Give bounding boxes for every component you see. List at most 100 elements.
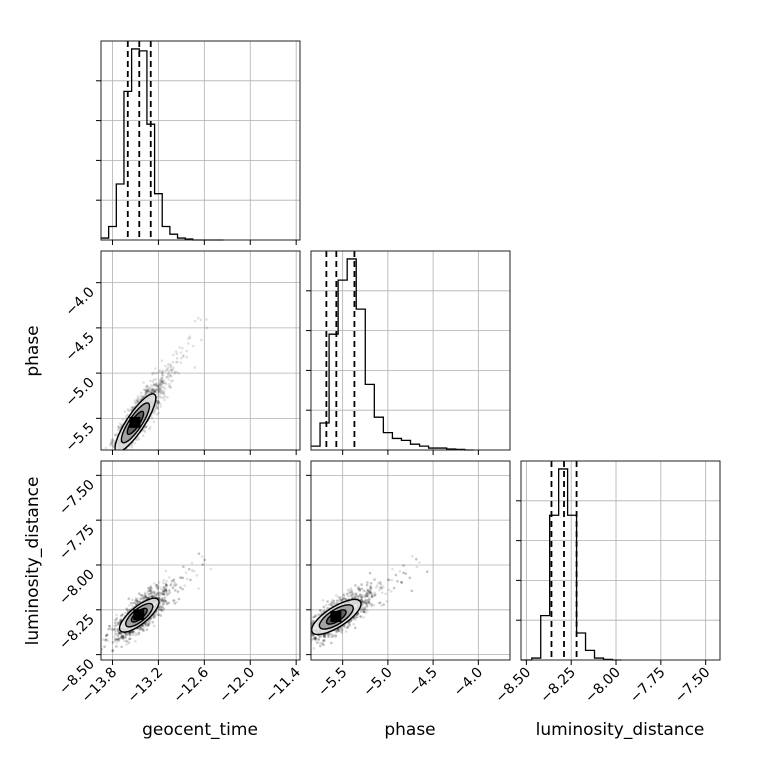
scatter-point	[157, 593, 161, 597]
scatter-point	[326, 600, 329, 603]
scatter-point	[121, 635, 125, 639]
scatter-point	[361, 600, 365, 603]
scatter-point	[133, 441, 137, 445]
scatter-point	[145, 628, 149, 632]
scatter-point	[152, 378, 156, 381]
scatter-point	[156, 587, 160, 591]
scatter-point	[143, 595, 146, 599]
scatter-point	[141, 594, 144, 597]
scatter-point	[157, 608, 161, 612]
scatter-point	[134, 596, 138, 600]
scatter-point	[341, 598, 344, 602]
scatter-point	[149, 585, 153, 588]
scatter-point	[143, 429, 146, 432]
scatter-point	[367, 588, 370, 592]
scatter-point	[167, 601, 171, 605]
scatter-point	[322, 639, 325, 643]
scatter-point	[334, 633, 338, 636]
scatter-point	[127, 641, 131, 645]
scatter-point	[159, 614, 163, 617]
scatter-point	[116, 629, 120, 632]
scatter-point	[354, 584, 357, 587]
scatter-points	[104, 316, 209, 450]
scatter-point	[364, 600, 367, 604]
scatter-point	[402, 571, 405, 575]
scatter-point	[187, 567, 191, 571]
scatter-point	[172, 579, 176, 583]
scatter-point	[153, 590, 157, 594]
scatter-point	[119, 614, 123, 618]
scatter-point	[144, 393, 148, 396]
scatter-point	[126, 408, 130, 411]
scatter-point	[380, 591, 384, 594]
scatter-point	[160, 380, 164, 384]
scatter-point	[169, 365, 173, 369]
scatter-point	[181, 576, 185, 580]
scatter-point	[365, 583, 369, 587]
scatter-point	[158, 605, 162, 609]
scatter-point	[156, 406, 160, 409]
scatter-point	[148, 619, 151, 622]
scatter-point	[338, 597, 342, 600]
scatter-point	[159, 384, 162, 387]
scatter-point	[119, 636, 123, 640]
scatter-point	[161, 603, 165, 606]
scatter-point	[322, 638, 326, 642]
scatter-point	[154, 388, 158, 391]
scatter-point	[316, 641, 319, 644]
scatter-point	[140, 396, 144, 399]
scatter-point	[190, 561, 194, 565]
scatter-point	[143, 594, 147, 598]
grid-lines	[311, 461, 510, 660]
scatter-point	[380, 604, 383, 607]
scatter-point	[116, 623, 120, 627]
scatter-point	[132, 601, 135, 605]
scatter-point	[144, 595, 148, 599]
scatter-point	[321, 642, 324, 645]
scatter-point	[200, 338, 203, 342]
scatter-point	[146, 389, 150, 392]
scatter-point	[322, 643, 325, 647]
scatter-point	[359, 610, 363, 614]
scatter-point	[368, 592, 372, 595]
scatter-point	[150, 588, 153, 592]
scatter-point	[173, 372, 176, 375]
scatter-point	[158, 369, 162, 372]
scatter-point	[200, 555, 204, 558]
scatter-point	[366, 581, 369, 584]
scatter-point	[162, 607, 165, 610]
scatter-point	[318, 641, 322, 645]
scatter-point	[152, 383, 156, 387]
scatter-point	[344, 630, 348, 633]
scatter-point	[165, 583, 169, 587]
scatter-point	[179, 351, 183, 354]
scatter-point	[113, 621, 117, 625]
scatter-point	[124, 633, 128, 637]
scatter-point	[111, 649, 114, 653]
scatter-point	[157, 597, 161, 600]
scatter-point	[114, 629, 118, 633]
scatter-point	[179, 576, 183, 580]
scatter-point	[150, 591, 153, 594]
scatter-point	[329, 632, 333, 636]
scatter-point	[169, 583, 172, 587]
scatter-point	[364, 601, 367, 605]
scatter-point	[163, 599, 167, 602]
scatter-point	[331, 604, 334, 607]
scatter-point	[116, 628, 120, 631]
scatter-point	[153, 390, 156, 393]
scatter-point	[114, 618, 117, 622]
scatter-point	[311, 620, 314, 623]
scatter-point	[155, 584, 159, 587]
scatter-point	[157, 401, 161, 404]
scatter-point	[152, 382, 156, 386]
scatter-point	[153, 390, 157, 393]
scatter-point	[189, 578, 192, 582]
scatter-point	[116, 621, 120, 625]
scatter-point	[165, 584, 168, 587]
scatter-point	[147, 390, 151, 394]
scatter-point	[125, 607, 128, 610]
scatter-point	[363, 601, 366, 605]
scatter-point	[358, 593, 362, 596]
